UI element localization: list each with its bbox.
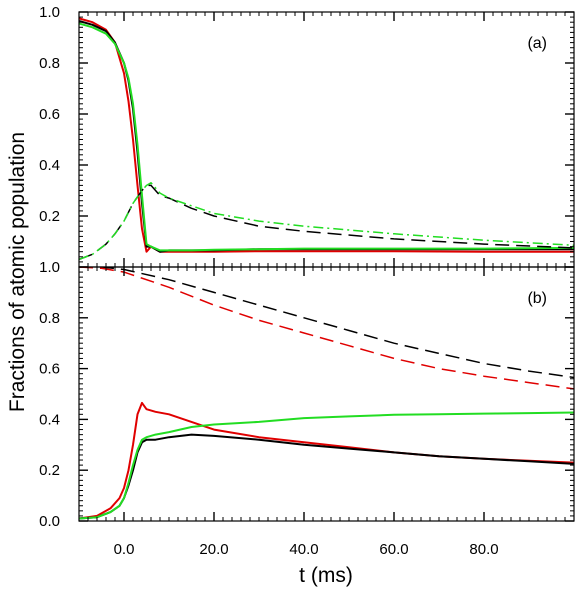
- y-tick-label-b: 0.8: [39, 310, 60, 327]
- y-axis-title: Fractions of atomic population: [6, 132, 29, 412]
- series-line-a-1: [79, 17, 574, 253]
- y-tick-label-a: 1.0: [39, 4, 60, 21]
- series-group-a: [79, 17, 574, 261]
- panel-label-a: (a): [527, 35, 547, 52]
- y-tick-label-a: 0.4: [39, 157, 60, 174]
- series-group-b: [79, 267, 574, 520]
- series-line-a-3: [79, 22, 574, 252]
- panel-a: 0.2 0.4 0.6 0.8 1.0 (a): [39, 4, 575, 268]
- panel-label-b: (b): [527, 290, 547, 307]
- series-line-b-5: [79, 411, 574, 520]
- plot-frame-a: [78, 11, 575, 268]
- series-line-b-3: [79, 401, 574, 520]
- series-line-a-2: [79, 19, 574, 253]
- x-tick-label-b: 40.0: [289, 541, 318, 558]
- x-tick-label-b: 60.0: [379, 541, 408, 558]
- plot-frame-b: [78, 266, 575, 522]
- y-tick-label-a: 0.2: [39, 208, 60, 225]
- y-tick-label-b: 0.6: [39, 361, 60, 378]
- y-tick-label-b: 1.0: [39, 259, 60, 276]
- x-tick-label-b: 20.0: [199, 541, 228, 558]
- x-axis-title: t (ms): [299, 564, 353, 587]
- series-line-b-4: [79, 433, 574, 520]
- series-line-a-5: [79, 182, 574, 261]
- y-tick-label-a: 0.6: [39, 106, 60, 123]
- x-tick-label-b: 80.0: [469, 541, 498, 558]
- panel-b: 0.0 20.0 40.0 60.0 80.0 0.0 0.2 0.4 0.6 0.8 1.0 (b): [39, 259, 575, 558]
- series-line-b-1: [79, 267, 574, 379]
- x-tick-label-b: 0.0: [114, 541, 135, 558]
- y-tick-label-a: 0.8: [39, 55, 60, 72]
- y-tick-label-b: 0.0: [39, 513, 60, 530]
- y-tick-label-b: 0.4: [39, 411, 60, 428]
- y-tick-label-b: 0.2: [39, 462, 60, 479]
- series-line-b-2: [79, 267, 574, 390]
